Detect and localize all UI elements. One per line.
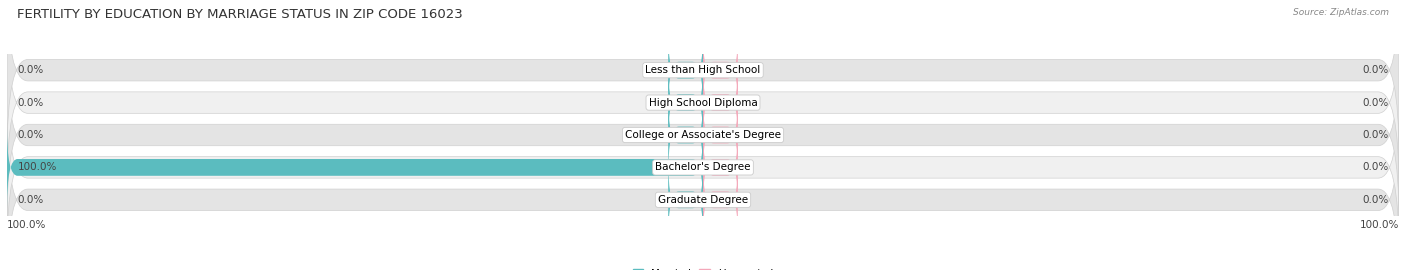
Text: 0.0%: 0.0%: [1362, 162, 1389, 173]
FancyBboxPatch shape: [703, 160, 738, 240]
Text: 0.0%: 0.0%: [17, 195, 44, 205]
Text: 100.0%: 100.0%: [7, 220, 46, 230]
Text: Graduate Degree: Graduate Degree: [658, 195, 748, 205]
FancyBboxPatch shape: [668, 95, 703, 175]
FancyBboxPatch shape: [7, 127, 703, 208]
Text: High School Diploma: High School Diploma: [648, 97, 758, 108]
Text: 0.0%: 0.0%: [1362, 65, 1389, 75]
Text: Source: ZipAtlas.com: Source: ZipAtlas.com: [1294, 8, 1389, 17]
FancyBboxPatch shape: [703, 95, 738, 175]
FancyBboxPatch shape: [7, 0, 1399, 157]
Text: Bachelor's Degree: Bachelor's Degree: [655, 162, 751, 173]
Text: FERTILITY BY EDUCATION BY MARRIAGE STATUS IN ZIP CODE 16023: FERTILITY BY EDUCATION BY MARRIAGE STATU…: [17, 8, 463, 21]
FancyBboxPatch shape: [7, 16, 1399, 189]
Text: 0.0%: 0.0%: [17, 97, 44, 108]
FancyBboxPatch shape: [7, 113, 1399, 270]
FancyBboxPatch shape: [7, 81, 1399, 254]
Text: 0.0%: 0.0%: [1362, 130, 1389, 140]
Text: 0.0%: 0.0%: [17, 130, 44, 140]
Text: 100.0%: 100.0%: [17, 162, 56, 173]
Legend: Married, Unmarried: Married, Unmarried: [633, 269, 773, 270]
Text: 0.0%: 0.0%: [1362, 195, 1389, 205]
Text: 0.0%: 0.0%: [1362, 97, 1389, 108]
FancyBboxPatch shape: [7, 49, 1399, 221]
Text: College or Associate's Degree: College or Associate's Degree: [626, 130, 780, 140]
Text: 0.0%: 0.0%: [17, 65, 44, 75]
FancyBboxPatch shape: [703, 62, 738, 143]
FancyBboxPatch shape: [703, 127, 738, 208]
Text: Less than High School: Less than High School: [645, 65, 761, 75]
FancyBboxPatch shape: [703, 30, 738, 110]
FancyBboxPatch shape: [668, 30, 703, 110]
FancyBboxPatch shape: [668, 62, 703, 143]
FancyBboxPatch shape: [668, 160, 703, 240]
Text: 100.0%: 100.0%: [1360, 220, 1399, 230]
